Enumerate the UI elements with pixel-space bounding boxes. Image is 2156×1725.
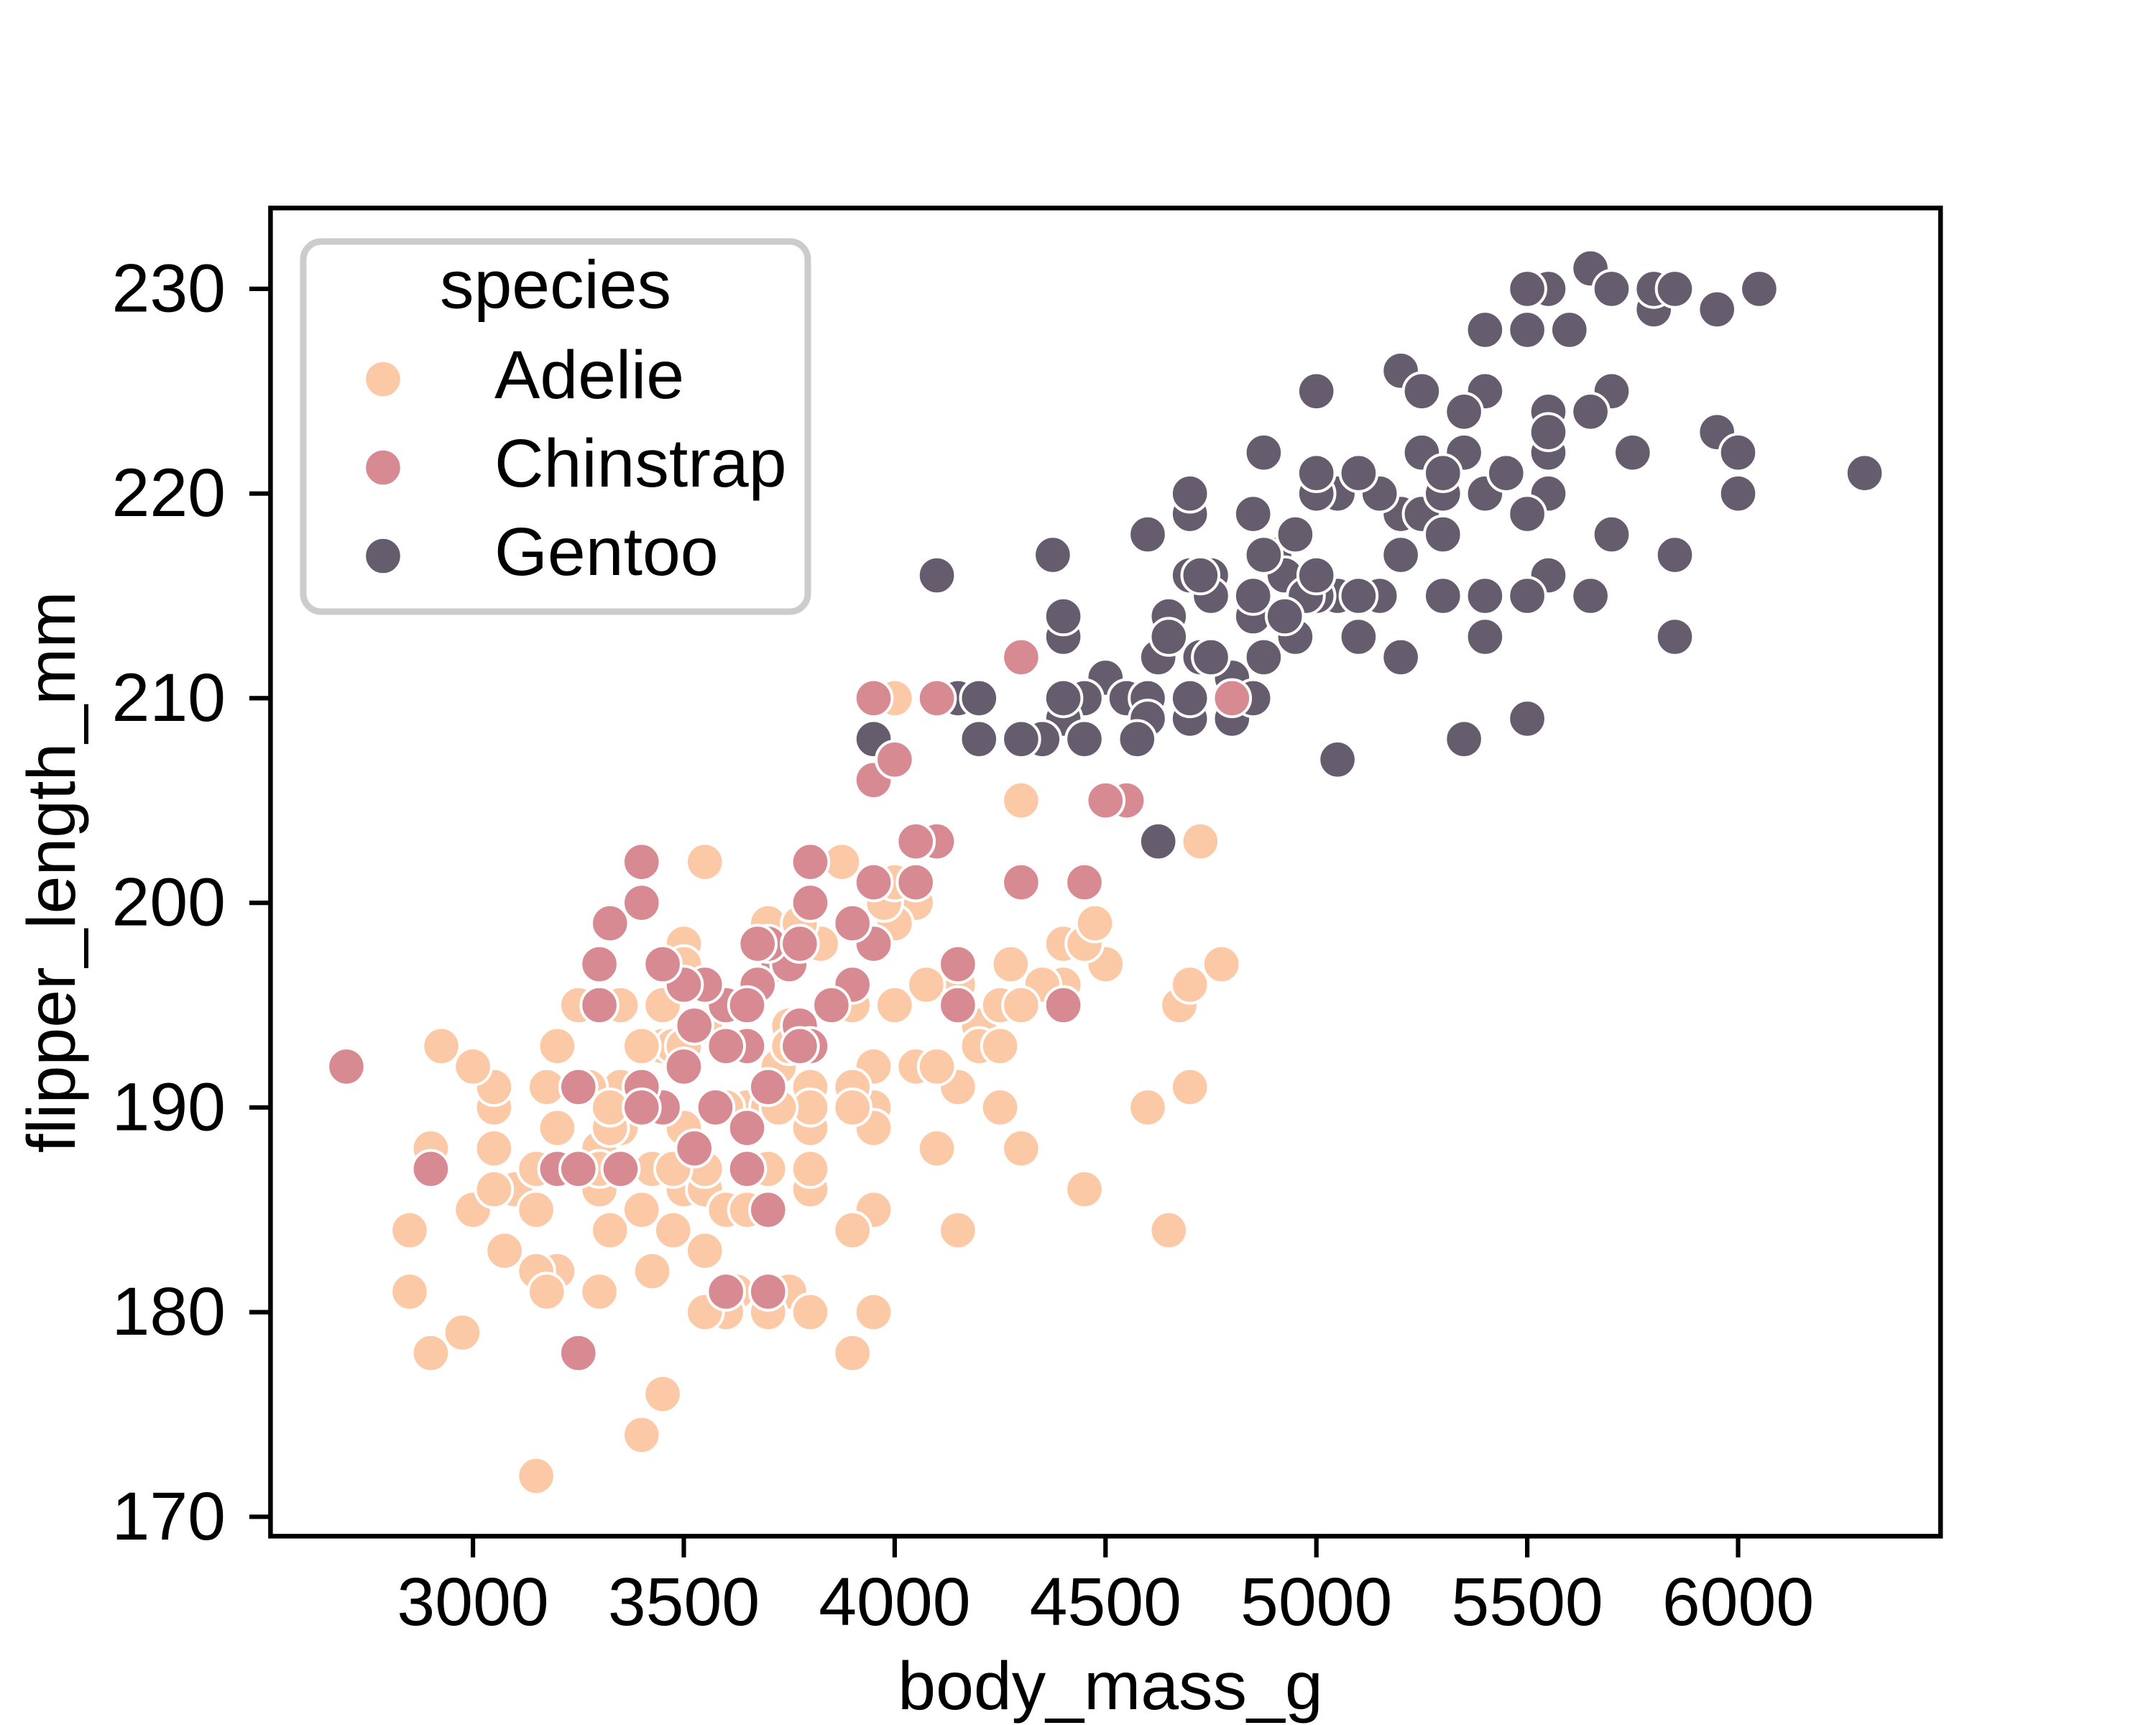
svg-text:200: 200	[111, 865, 226, 941]
svg-text:210: 210	[111, 660, 226, 736]
svg-text:180: 180	[111, 1274, 226, 1350]
svg-text:6000: 6000	[1662, 1564, 1814, 1640]
svg-text:Chinstrap: Chinstrap	[494, 426, 787, 502]
svg-text:Adelie: Adelie	[494, 337, 684, 413]
svg-text:170: 170	[111, 1478, 226, 1555]
svg-text:body_mass_g: body_mass_g	[898, 1648, 1322, 1724]
svg-text:220: 220	[111, 455, 226, 531]
svg-text:230: 230	[111, 250, 226, 326]
svg-text:190: 190	[111, 1069, 226, 1145]
svg-text:3500: 3500	[608, 1564, 760, 1640]
svg-text:4500: 4500	[1030, 1564, 1181, 1640]
svg-text:5500: 5500	[1451, 1564, 1603, 1640]
svg-text:4000: 4000	[819, 1564, 970, 1640]
svg-text:Gentoo: Gentoo	[494, 514, 719, 590]
svg-text:species: species	[440, 247, 671, 323]
svg-text:3000: 3000	[397, 1564, 548, 1640]
svg-text:flipper_length_mm: flipper_length_mm	[14, 592, 90, 1154]
svg-text:5000: 5000	[1240, 1564, 1392, 1640]
